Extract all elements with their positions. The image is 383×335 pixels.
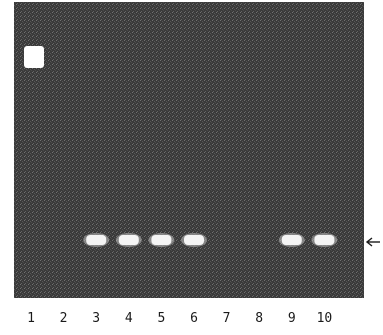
bands-layer — [83, 233, 338, 247]
lane-label-3: 3 — [92, 311, 100, 326]
band-lane-6 — [184, 235, 204, 245]
band-indicator-arrow-icon — [365, 237, 380, 247]
band-lane-3 — [86, 235, 107, 245]
lane-label-4: 4 — [125, 311, 133, 326]
lane-label-8: 8 — [255, 311, 263, 326]
loading-well — [24, 46, 44, 68]
lane-label-7: 7 — [223, 311, 231, 326]
band-lane-10 — [314, 235, 335, 245]
lane-label-9: 9 — [288, 311, 296, 326]
band-lane-5 — [151, 235, 172, 245]
band-lane-9 — [281, 235, 302, 245]
lane-label-2: 2 — [60, 311, 68, 326]
lane-label-6: 6 — [190, 311, 198, 326]
band-lane-4 — [118, 235, 139, 245]
gel-texture — [14, 2, 364, 298]
lane-labels: 1 2 3 4 5 6 7 8 9 10 — [27, 311, 332, 326]
lane-label-10: 10 — [317, 311, 333, 326]
lane-label-1: 1 — [27, 311, 35, 326]
lane-label-5: 5 — [157, 311, 165, 326]
